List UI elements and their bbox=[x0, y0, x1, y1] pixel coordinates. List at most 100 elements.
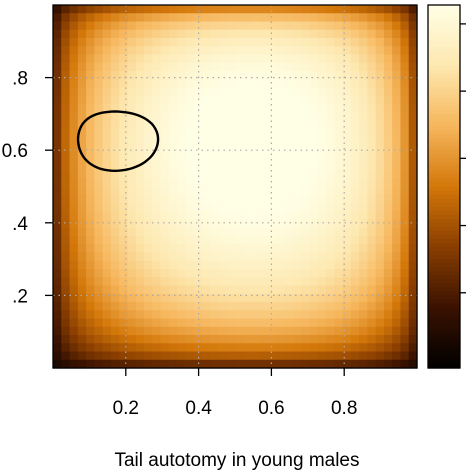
heatmap-cell bbox=[235, 170, 244, 179]
heatmap-cell bbox=[86, 219, 95, 229]
heatmap-cell bbox=[284, 153, 294, 163]
heatmap-cell bbox=[276, 285, 286, 295]
heatmap-cell bbox=[144, 236, 153, 245]
heatmap-cell bbox=[259, 335, 269, 344]
colorbar-step bbox=[428, 238, 460, 244]
heatmap-cell bbox=[102, 252, 112, 262]
heatmap-cell bbox=[193, 269, 203, 278]
heatmap-cell bbox=[342, 194, 352, 204]
heatmap-cell bbox=[152, 203, 162, 212]
heatmap-cell bbox=[160, 227, 170, 237]
colorbar-frame bbox=[427, 4, 461, 369]
heatmap-cell bbox=[367, 29, 377, 39]
heatmap-cell bbox=[152, 236, 162, 245]
heatmap-cell bbox=[292, 95, 302, 105]
heatmap-cell bbox=[226, 277, 236, 287]
heatmap-cell bbox=[359, 79, 368, 89]
heatmap-cell bbox=[168, 343, 178, 353]
heatmap-cell bbox=[259, 87, 269, 97]
heatmap-cell bbox=[259, 186, 269, 196]
heatmap-cell bbox=[383, 203, 393, 212]
heatmap-cell bbox=[326, 326, 335, 336]
heatmap-cell bbox=[177, 260, 186, 270]
heatmap-cell bbox=[94, 211, 104, 221]
heatmap-cell bbox=[102, 359, 112, 369]
heatmap-cell bbox=[218, 252, 228, 262]
heatmap-cell bbox=[284, 170, 294, 179]
heatmap-cell bbox=[77, 310, 87, 320]
heatmap-cell bbox=[160, 269, 170, 278]
heatmap-cell bbox=[135, 351, 145, 361]
heatmap-cell bbox=[284, 46, 294, 56]
heatmap-cell bbox=[61, 227, 71, 237]
heatmap-cell bbox=[400, 46, 410, 56]
heatmap-cell bbox=[53, 318, 62, 328]
colorbar-step bbox=[428, 194, 460, 200]
heatmap-cell bbox=[383, 318, 393, 328]
heatmap-cell bbox=[243, 38, 253, 47]
heatmap-cell bbox=[119, 203, 129, 212]
heatmap-cell bbox=[375, 335, 385, 344]
heatmap-cell bbox=[177, 13, 186, 23]
heatmap-cell bbox=[359, 104, 368, 113]
heatmap-cell bbox=[359, 170, 368, 179]
colorbar-step bbox=[428, 45, 460, 50]
heatmap-cell bbox=[292, 326, 302, 336]
heatmap-cell bbox=[408, 244, 418, 254]
heatmap-cell bbox=[144, 104, 153, 113]
heatmap-cell bbox=[383, 62, 393, 72]
heatmap-cell bbox=[292, 38, 302, 47]
heatmap-cell bbox=[367, 178, 377, 188]
heatmap-cell bbox=[284, 38, 294, 47]
heatmap-cell bbox=[53, 244, 62, 254]
heatmap-cell bbox=[301, 277, 311, 287]
heatmap-cell bbox=[177, 29, 186, 39]
heatmap-cell bbox=[135, 219, 145, 229]
heatmap-cell bbox=[160, 194, 170, 204]
heatmap-cell bbox=[334, 343, 344, 353]
heatmap-cell bbox=[135, 29, 145, 39]
heatmap-cell bbox=[210, 153, 220, 163]
heatmap-cell bbox=[408, 178, 418, 188]
heatmap-cell bbox=[392, 79, 402, 89]
heatmap-cell bbox=[210, 5, 220, 14]
heatmap-cell bbox=[326, 29, 335, 39]
heatmap-cell bbox=[317, 79, 327, 89]
heatmap-cell bbox=[185, 244, 195, 254]
heatmap-cell bbox=[251, 194, 261, 204]
heatmap-cell bbox=[400, 178, 410, 188]
heatmap-cell bbox=[61, 95, 71, 105]
heatmap-cell bbox=[77, 62, 87, 72]
colorbar-step bbox=[428, 214, 460, 220]
heatmap-cell bbox=[77, 302, 87, 311]
heatmap-cell bbox=[367, 87, 377, 97]
heatmap-cell bbox=[400, 145, 410, 155]
heatmap-cell bbox=[326, 104, 335, 113]
heatmap-cell bbox=[235, 21, 244, 31]
heatmap-cell bbox=[334, 120, 344, 130]
heatmap-cell bbox=[185, 302, 195, 311]
heatmap-cell bbox=[86, 21, 95, 31]
heatmap-cell bbox=[334, 128, 344, 138]
heatmap-cell bbox=[350, 227, 360, 237]
heatmap-cell bbox=[392, 318, 402, 328]
heatmap-cell bbox=[392, 21, 402, 31]
heatmap-cell bbox=[226, 194, 236, 204]
heatmap-cell bbox=[342, 104, 352, 113]
heatmap-cell bbox=[185, 326, 195, 336]
heatmap-cell bbox=[375, 87, 385, 97]
heatmap-cell bbox=[127, 277, 137, 287]
heatmap-cell bbox=[160, 137, 170, 146]
heatmap-cell bbox=[317, 54, 327, 64]
heatmap-cell bbox=[292, 211, 302, 221]
heatmap-cell bbox=[317, 71, 327, 80]
heatmap-cell bbox=[69, 145, 79, 155]
heatmap-cell bbox=[152, 79, 162, 89]
colorbar-step bbox=[428, 331, 460, 337]
heatmap-cell bbox=[160, 54, 170, 64]
heatmap-cell bbox=[185, 145, 195, 155]
heatmap-cell bbox=[268, 112, 277, 122]
heatmap-cell bbox=[350, 112, 360, 122]
heatmap-cell bbox=[94, 269, 104, 278]
heatmap-cell bbox=[127, 54, 137, 64]
